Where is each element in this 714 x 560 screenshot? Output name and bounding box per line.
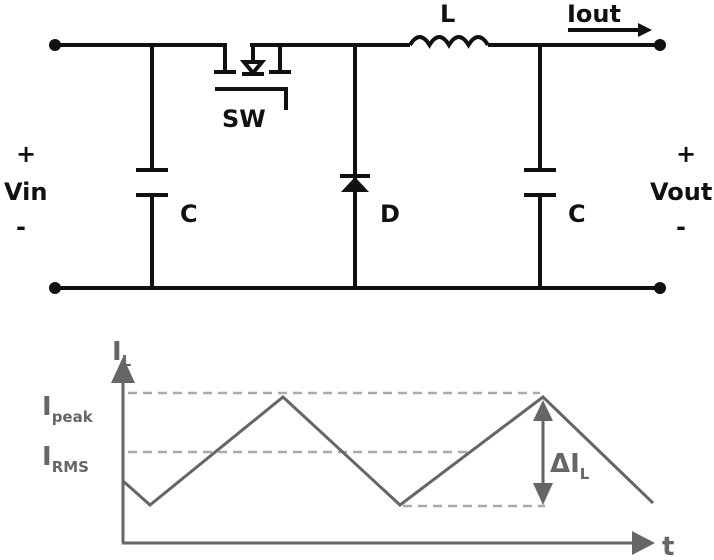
x-axis-label: t xyxy=(662,532,674,560)
iout-label: Iout xyxy=(567,0,621,28)
input-cap-label: C xyxy=(180,200,198,228)
output-capacitor xyxy=(524,45,556,288)
input-capacitor xyxy=(136,45,168,288)
output-cap-label: C xyxy=(568,200,586,228)
circuit: L Iout SW C C D + Vin - + Vout - xyxy=(4,0,712,294)
ripple-arrowhead-up xyxy=(533,400,553,421)
rms-label: IRMS xyxy=(42,442,89,476)
vout-label: Vout xyxy=(650,178,712,206)
vin-minus: - xyxy=(16,213,26,241)
diode-label: D xyxy=(380,200,400,228)
y-axis-label: IL xyxy=(112,337,132,370)
inductor-label: L xyxy=(440,0,455,28)
ripple-label: ΔIL xyxy=(550,449,590,483)
switch-label: SW xyxy=(222,105,266,133)
x-axis-arrowhead xyxy=(632,531,655,555)
inductor xyxy=(408,35,490,49)
terminal-vout-top xyxy=(654,39,666,51)
vout-minus: - xyxy=(676,213,686,241)
peak-label: Ipeak xyxy=(42,392,94,426)
vout-plus: + xyxy=(676,140,696,168)
switch-mosfet xyxy=(215,45,291,110)
diode-triangle xyxy=(341,177,369,192)
inductor-current-waveform xyxy=(122,395,655,507)
terminal-vin-bottom xyxy=(49,282,61,294)
diode xyxy=(340,45,370,288)
vin-label: Vin xyxy=(4,178,47,206)
vin-plus: + xyxy=(16,140,36,168)
top-wire-left xyxy=(55,43,236,74)
terminal-vin-top xyxy=(49,39,61,51)
inductor-current-graph: IL Ipeak IRMS ΔIL t xyxy=(42,337,674,560)
ripple-arrowhead-down xyxy=(533,483,553,505)
y-axis-arrowhead xyxy=(111,357,135,383)
terminal-vout-bottom xyxy=(654,282,666,294)
iout-arrowhead xyxy=(638,23,652,37)
